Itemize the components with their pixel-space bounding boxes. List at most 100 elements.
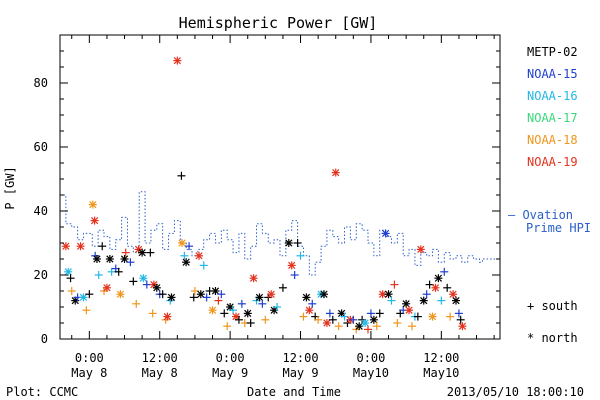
south-point	[443, 283, 452, 292]
ovation-legend: — Ovation Prime HPI	[508, 208, 591, 235]
south-point	[217, 290, 226, 299]
south-point	[180, 251, 189, 260]
y-axis: 0 20 40 60 80	[34, 50, 500, 346]
south-point	[85, 290, 94, 299]
x-tick-label-time: 0:00	[75, 351, 104, 365]
south-point	[325, 309, 334, 318]
south-point	[202, 293, 211, 302]
south-point	[328, 315, 337, 324]
south-point	[422, 290, 431, 299]
north-point	[90, 216, 99, 225]
south-point	[372, 322, 381, 331]
south-point	[278, 283, 287, 292]
south-point	[66, 274, 75, 283]
north-point	[61, 242, 70, 251]
south-point	[454, 309, 463, 318]
south-point	[258, 299, 267, 308]
south-point	[107, 267, 116, 276]
x-tick-label-time: 0:00	[356, 351, 385, 365]
x-tick-label-time: 12:00	[282, 351, 318, 365]
legend-item: NOAA-15	[527, 67, 578, 81]
north-point	[195, 251, 204, 260]
south-point	[413, 312, 422, 321]
x-tick-label-date: May10	[423, 366, 459, 380]
south-point	[126, 258, 135, 267]
legend-item: NOAA-18	[527, 133, 578, 147]
y-tick-label: 80	[34, 76, 48, 90]
north-point	[208, 306, 217, 315]
north-point	[76, 242, 85, 251]
south-point	[82, 306, 91, 315]
north-point	[120, 255, 129, 263]
footer-timestamp: 2013/05/10 18:00:10	[447, 385, 584, 399]
north-point	[428, 312, 437, 321]
south-point	[129, 277, 138, 286]
south-point	[393, 319, 402, 327]
north-point	[322, 319, 331, 327]
plot-frame	[59, 34, 501, 340]
south-point	[158, 290, 167, 299]
legend: METP-02 NOAA-15 NOAA-16 NOAA-17 NOAA-18 NOAA-…	[527, 45, 578, 169]
north-point	[267, 290, 276, 299]
south-point	[308, 299, 317, 308]
y-axis-label: P [GW]	[3, 166, 17, 209]
south-point	[293, 239, 302, 247]
north-point	[434, 274, 443, 283]
legend-item: NOAA-19	[527, 155, 578, 169]
south-point	[349, 315, 358, 324]
south-point	[299, 312, 308, 321]
legend-item: METP-02	[527, 45, 578, 59]
south-point	[132, 299, 141, 308]
north-point	[452, 296, 460, 305]
north-point	[458, 322, 467, 331]
footer-source: Plot: CCMC	[6, 385, 78, 399]
north-point	[305, 306, 314, 315]
north-point	[178, 239, 187, 247]
north-point	[449, 290, 458, 299]
north-point	[116, 290, 125, 299]
south-point	[121, 248, 130, 257]
south-point	[456, 315, 465, 324]
x-tick-label-time: 12:00	[142, 351, 178, 365]
ovation-legend-line1: — Ovation	[508, 208, 573, 222]
south-point	[214, 296, 223, 305]
north-point	[196, 290, 205, 299]
north-point	[163, 312, 172, 321]
north-point	[102, 283, 111, 292]
south-point	[94, 271, 103, 279]
x-axis-label: Date and Time	[247, 385, 341, 399]
south-point	[98, 242, 107, 251]
north-point	[419, 296, 428, 305]
north-point	[405, 306, 414, 315]
north-point	[369, 315, 378, 324]
legend-item: NOAA-17	[527, 111, 578, 125]
y-tick-label: 60	[34, 140, 48, 154]
north-point	[226, 303, 235, 311]
north-point	[361, 319, 370, 327]
north-point	[167, 293, 176, 302]
marker-legend: + south * north	[527, 299, 578, 345]
x-tick-label-date: May 8	[71, 366, 107, 380]
south-point	[246, 319, 255, 327]
south-point	[237, 299, 246, 308]
north-point	[331, 168, 340, 177]
north-point	[92, 255, 101, 263]
south-point	[185, 242, 194, 251]
marker-legend-item: * north	[527, 331, 578, 345]
y-tick-label: 20	[34, 268, 48, 282]
legend-item: NOAA-16	[527, 89, 578, 103]
north-point	[88, 200, 97, 209]
north-point	[255, 293, 264, 302]
south-point	[390, 280, 399, 289]
north-point	[173, 56, 182, 65]
south-point	[223, 322, 232, 331]
north-point	[139, 274, 148, 283]
south-point	[67, 287, 76, 295]
x-tick-label-time: 0:00	[216, 351, 245, 365]
south-point	[189, 293, 198, 302]
north-point	[302, 293, 311, 302]
south-point	[142, 280, 151, 289]
south-point	[364, 325, 372, 334]
